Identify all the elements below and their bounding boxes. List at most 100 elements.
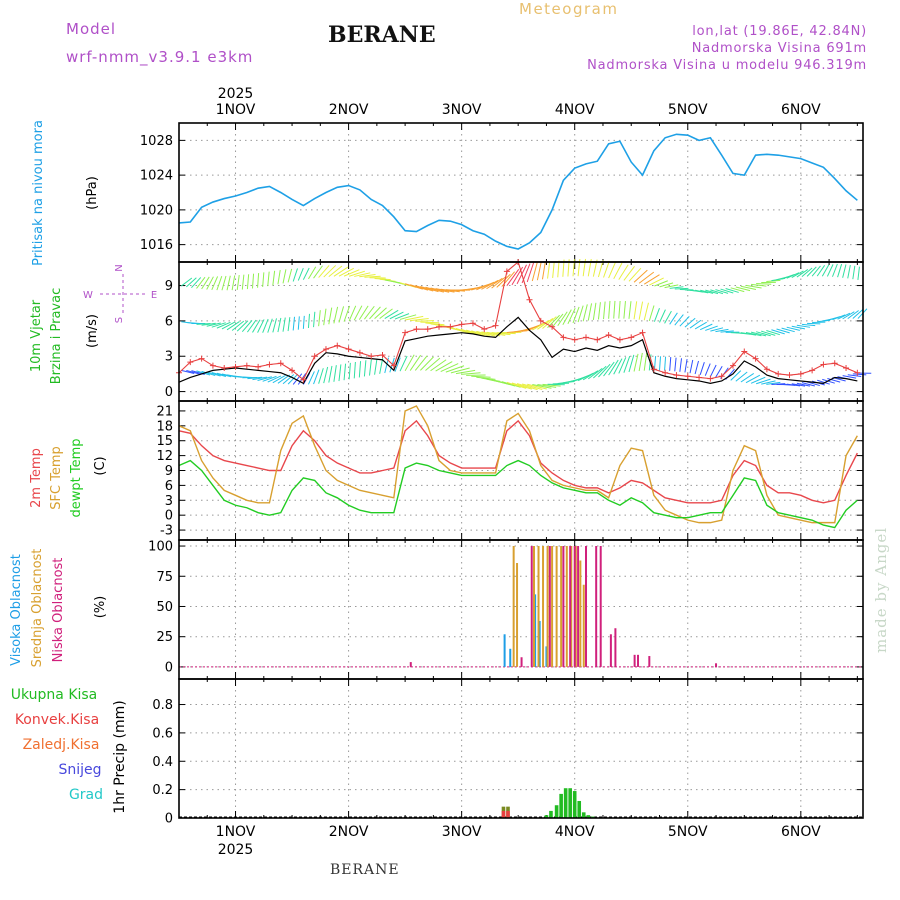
wind-arrow [806,381,820,387]
precip-legend-4: Grad [69,787,103,803]
wind-arrow [745,284,762,289]
wind-arrow [653,356,657,371]
wind-arrow [277,269,281,285]
wind-arrow [796,268,809,278]
wind-arrow [852,265,856,280]
wind-arrow [196,276,206,289]
wind-arrow [379,308,393,319]
wind-arrow [186,369,200,375]
wind-arrow [832,314,846,321]
wind-arrow [287,268,293,283]
wind-arrow [699,323,713,331]
y-tick-label: 0 [165,660,173,675]
wind-arrow [282,317,286,332]
wind-arrow [257,319,265,333]
wind-gust-marker [436,323,443,330]
wind-arrow [292,316,296,331]
wind-arrow [435,361,453,372]
wind-arrow [791,325,806,330]
precip-total-bar [563,788,568,818]
wind-arrow [399,314,417,320]
y-tick-label: 1024 [140,169,173,184]
wind-arrow [410,284,429,291]
wind-arrow [700,289,714,294]
x-tick-label-top: 2NOV [329,102,369,118]
wind-arrow [750,376,766,384]
wind-gust-marker [424,326,431,333]
wind-arrow [236,274,240,290]
wind-arrow [206,371,221,377]
wind-gust-marker [707,375,714,382]
y-tick-label: 21 [156,404,173,419]
wind-gust-marker [187,359,194,366]
wind-arrow [537,384,557,388]
wind-arrow [694,321,707,330]
wind-gust-marker [503,268,510,275]
wind-arrow [593,365,607,379]
wind-arrow [638,301,644,320]
x-tick-label-top: 4NOV [555,102,595,118]
wind-arrow [597,260,604,278]
wind-arrow [496,273,511,288]
compass-cross [100,274,146,316]
wind-gust-marker [560,334,567,341]
wind-arrow [608,261,617,279]
wind-arrow [537,318,554,330]
wind-arrow [353,305,363,321]
panel-frame-precipitation [178,678,864,819]
y-tick-label: 25 [156,630,173,645]
wind-arrow [842,264,847,278]
wind-arrow [191,277,202,289]
wind-arrow [420,285,439,293]
wind-arrow [694,360,699,375]
wind-arrow [633,353,639,372]
wind-arrow [358,361,362,378]
wind-gust-marker [605,332,612,339]
cloud-ylabel-mid: Srednja Oblacnost [30,549,45,668]
wind-arrow [740,373,755,383]
wind-arrow [445,365,465,373]
wind-arrow [664,356,667,371]
wind-gust-marker [266,361,273,368]
pressure-ylabel: Pritisak na nivou mora [31,120,46,266]
wind-arrow [628,354,635,373]
wind-arrow [409,354,422,371]
temp-ylabel-2m: 2m Temp [29,448,44,508]
wind-arrow [506,381,527,389]
wind-speed-line [178,316,858,385]
wind-arrow [526,262,535,283]
wind-arrow [241,320,253,333]
wind-arrow [638,352,643,372]
wind-arrow [369,359,372,376]
wind-arrow [740,332,757,336]
temp-ylabel-dewpt: dewpt Temp [69,438,84,517]
y-tick-label: 9 [165,279,173,294]
wind-gust-marker [809,367,816,374]
precip-legend-2: Zaledj.Kisa [23,737,100,753]
wind-arrow [664,310,672,324]
wind-arrow [582,304,588,322]
wind-arrow [343,269,360,277]
wind-arrow [633,301,638,320]
wind-arrow [654,280,668,287]
wind-gust-marker [469,320,476,327]
wind-gust-marker [696,374,703,381]
wind-arrow [201,322,216,326]
wind-arrow [404,354,415,372]
wind-arrow [211,322,226,328]
wind-arrow [735,371,748,382]
wind-arrow [410,317,429,322]
wind-arrow [832,263,838,277]
wind-arrow [801,382,815,387]
compass-w: W [83,290,93,301]
wind-arrow [466,329,485,337]
wind-arrow [756,331,771,337]
wind-arrow [307,313,310,329]
wind-arrow [638,271,655,284]
wind-arrow [486,331,506,336]
wind-arrow [852,309,864,319]
wind-arrow [521,383,543,390]
precip-legend-3: Snijeg [58,762,101,778]
x-tick-label-bottom: 3NOV [442,824,482,840]
